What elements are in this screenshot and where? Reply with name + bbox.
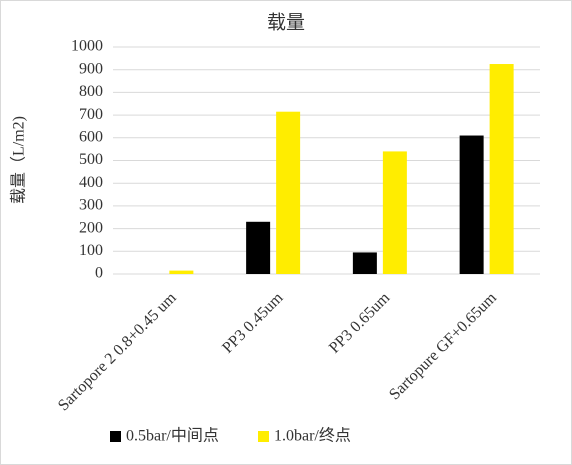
legend-swatch [110,431,121,442]
bar [382,151,407,274]
y-tick-label: 600 [79,128,103,145]
chart-title: 载量 [267,11,305,33]
bar [459,135,484,274]
y-tick-label: 100 [79,242,103,259]
y-tick-label: 500 [79,151,103,168]
y-tick-label: 0 [95,265,103,282]
bar [276,111,301,274]
y-tick-label: 1000 [71,38,103,55]
y-tick-label: 800 [79,83,103,100]
y-tick-label: 900 [79,60,103,77]
y-axis-label: 载量（L/m2) [10,116,28,204]
y-tick-label: 200 [79,219,103,236]
bar [489,64,514,275]
y-tick-label: 700 [79,106,103,123]
legend-label: 0.5bar/中间点 [126,427,219,445]
bar [352,252,377,274]
y-tick-label: 300 [79,197,103,214]
y-tick-label: 400 [79,174,103,191]
legend-swatch [258,431,269,442]
bar [169,270,194,274]
bar [246,221,271,274]
legend-label: 1.0bar/终点 [274,427,351,445]
